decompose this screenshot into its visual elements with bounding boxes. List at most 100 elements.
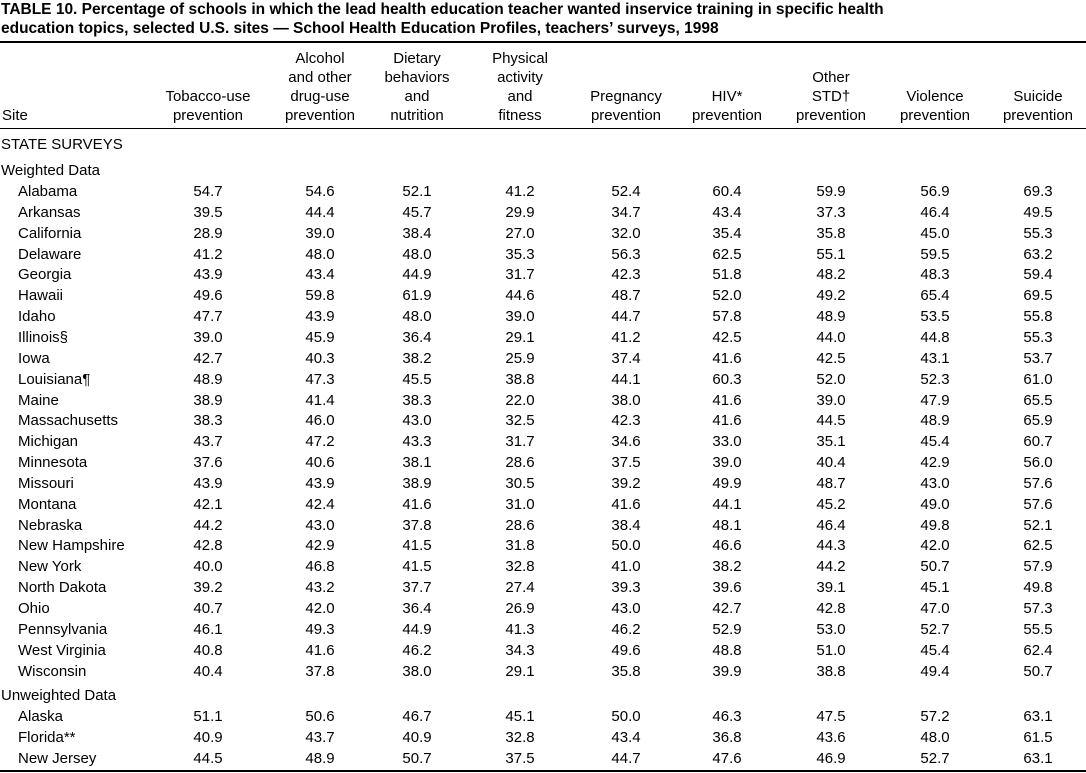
cell-value: 48.1 xyxy=(712,516,742,534)
cell-value: 34.3 xyxy=(505,641,535,659)
cell-value: 41.2 xyxy=(193,245,223,263)
cell-value: 44.2 xyxy=(193,516,223,534)
cell-value: 38.8 xyxy=(505,370,535,388)
cell-value: 35.8 xyxy=(611,662,641,680)
cell-value: 39.6 xyxy=(712,579,742,597)
cell-value: 43.1 xyxy=(920,349,950,367)
cell-value: 44.9 xyxy=(402,266,432,284)
column-header: and xyxy=(507,88,533,105)
cell-value: 40.6 xyxy=(305,454,335,472)
cell-value: 60.3 xyxy=(712,370,742,388)
site-name: Nebraska xyxy=(18,516,83,534)
table-title: TABLE 10. Percentage of schools in which… xyxy=(1,1,884,18)
site-name: Ohio xyxy=(18,600,50,617)
cell-value: 50.7 xyxy=(1023,662,1053,680)
column-header: Alcohol xyxy=(295,50,345,67)
cell-value: 43.0 xyxy=(402,412,432,430)
cell-value: 40.9 xyxy=(402,729,432,747)
column-header: drug-use xyxy=(290,88,350,105)
cell-value: 44.1 xyxy=(611,370,641,388)
cell-value: 41.3 xyxy=(505,620,535,638)
cell-value: 38.4 xyxy=(402,224,432,242)
cell-value: 45.1 xyxy=(920,579,950,597)
cell-value: 48.7 xyxy=(816,474,846,492)
cell-value: 63.2 xyxy=(1023,245,1053,263)
cell-value: 37.3 xyxy=(816,203,846,221)
cell-value: 43.4 xyxy=(712,203,742,221)
cell-value: 44.5 xyxy=(816,412,846,430)
cell-value: 29.9 xyxy=(505,203,535,221)
cell-value: 46.1 xyxy=(193,620,223,638)
cell-value: 46.7 xyxy=(402,708,432,726)
cell-value: 34.6 xyxy=(611,433,641,451)
column-header: activity xyxy=(497,69,543,86)
cell-value: 25.9 xyxy=(505,349,535,367)
cell-value: 50.7 xyxy=(920,558,950,576)
cell-value: 44.8 xyxy=(920,328,950,346)
cell-value: 46.3 xyxy=(712,708,742,726)
cell-value: 43.0 xyxy=(920,474,950,492)
cell-value: 59.9 xyxy=(816,183,846,200)
site-name: Arkansas xyxy=(18,203,81,221)
cell-value: 41.6 xyxy=(712,412,742,430)
column-header: fitness xyxy=(498,107,542,124)
site-name: Georgia xyxy=(18,266,72,284)
cell-value: 38.2 xyxy=(712,558,742,576)
column-header: Physical xyxy=(492,50,548,67)
cell-value: 27.0 xyxy=(505,224,535,242)
site-name: Delaware xyxy=(18,245,82,263)
cell-value: 39.3 xyxy=(611,579,641,597)
cell-value: 38.3 xyxy=(402,391,432,409)
cell-value: 46.6 xyxy=(712,537,742,555)
cell-value: 49.8 xyxy=(1023,579,1053,597)
cell-value: 36.4 xyxy=(402,600,432,617)
cell-value: 57.8 xyxy=(712,308,742,326)
cell-value: 43.4 xyxy=(305,266,335,284)
cell-value: 61.0 xyxy=(1023,370,1053,388)
cell-value: 41.6 xyxy=(712,391,742,409)
table-title: education topics, selected U.S. sites — … xyxy=(1,20,719,37)
cell-value: 44.2 xyxy=(816,558,846,576)
cell-value: 60.7 xyxy=(1023,433,1053,451)
site-name: New Hampshire xyxy=(18,537,125,555)
cell-value: 49.8 xyxy=(920,516,950,534)
cell-value: 39.1 xyxy=(816,579,846,597)
site-name: Montana xyxy=(18,495,77,513)
cell-value: 29.1 xyxy=(505,328,535,346)
cell-value: 50.6 xyxy=(305,708,335,726)
cell-value: 44.6 xyxy=(505,287,535,305)
cell-value: 41.6 xyxy=(611,495,641,513)
cell-value: 38.9 xyxy=(193,391,223,409)
cell-value: 38.0 xyxy=(611,391,641,409)
cell-value: 40.8 xyxy=(193,641,223,659)
cell-value: 38.8 xyxy=(816,662,846,680)
cell-value: 42.8 xyxy=(816,600,846,617)
cell-value: 37.8 xyxy=(402,516,432,534)
cell-value: 40.4 xyxy=(193,662,223,680)
cell-value: 46.2 xyxy=(611,620,641,638)
site-name: Illinois§ xyxy=(18,328,69,346)
cell-value: 57.2 xyxy=(920,708,950,726)
cell-value: 38.1 xyxy=(402,454,432,472)
cell-value: 53.7 xyxy=(1023,349,1053,367)
cell-value: 41.2 xyxy=(611,328,641,346)
cell-value: 48.3 xyxy=(920,266,950,284)
cell-value: 45.1 xyxy=(505,708,535,726)
cell-value: 31.7 xyxy=(505,266,535,284)
cell-value: 52.7 xyxy=(920,620,950,638)
cell-value: 40.0 xyxy=(193,558,223,576)
column-header: STD† xyxy=(811,88,851,105)
cell-value: 32.5 xyxy=(505,412,535,430)
cell-value: 37.7 xyxy=(402,579,432,597)
cell-value: 39.5 xyxy=(193,203,223,221)
cell-value: 47.0 xyxy=(920,600,950,617)
cell-value: 42.3 xyxy=(611,412,641,430)
cell-value: 22.0 xyxy=(505,391,535,409)
cell-value: 57.9 xyxy=(1023,558,1053,576)
cell-value: 43.6 xyxy=(816,729,846,747)
column-header: HIV* xyxy=(711,88,743,105)
cell-value: 49.3 xyxy=(305,620,335,638)
cell-value: 39.2 xyxy=(193,579,223,597)
cell-value: 37.5 xyxy=(611,454,641,472)
cell-value: 61.5 xyxy=(1023,729,1053,747)
